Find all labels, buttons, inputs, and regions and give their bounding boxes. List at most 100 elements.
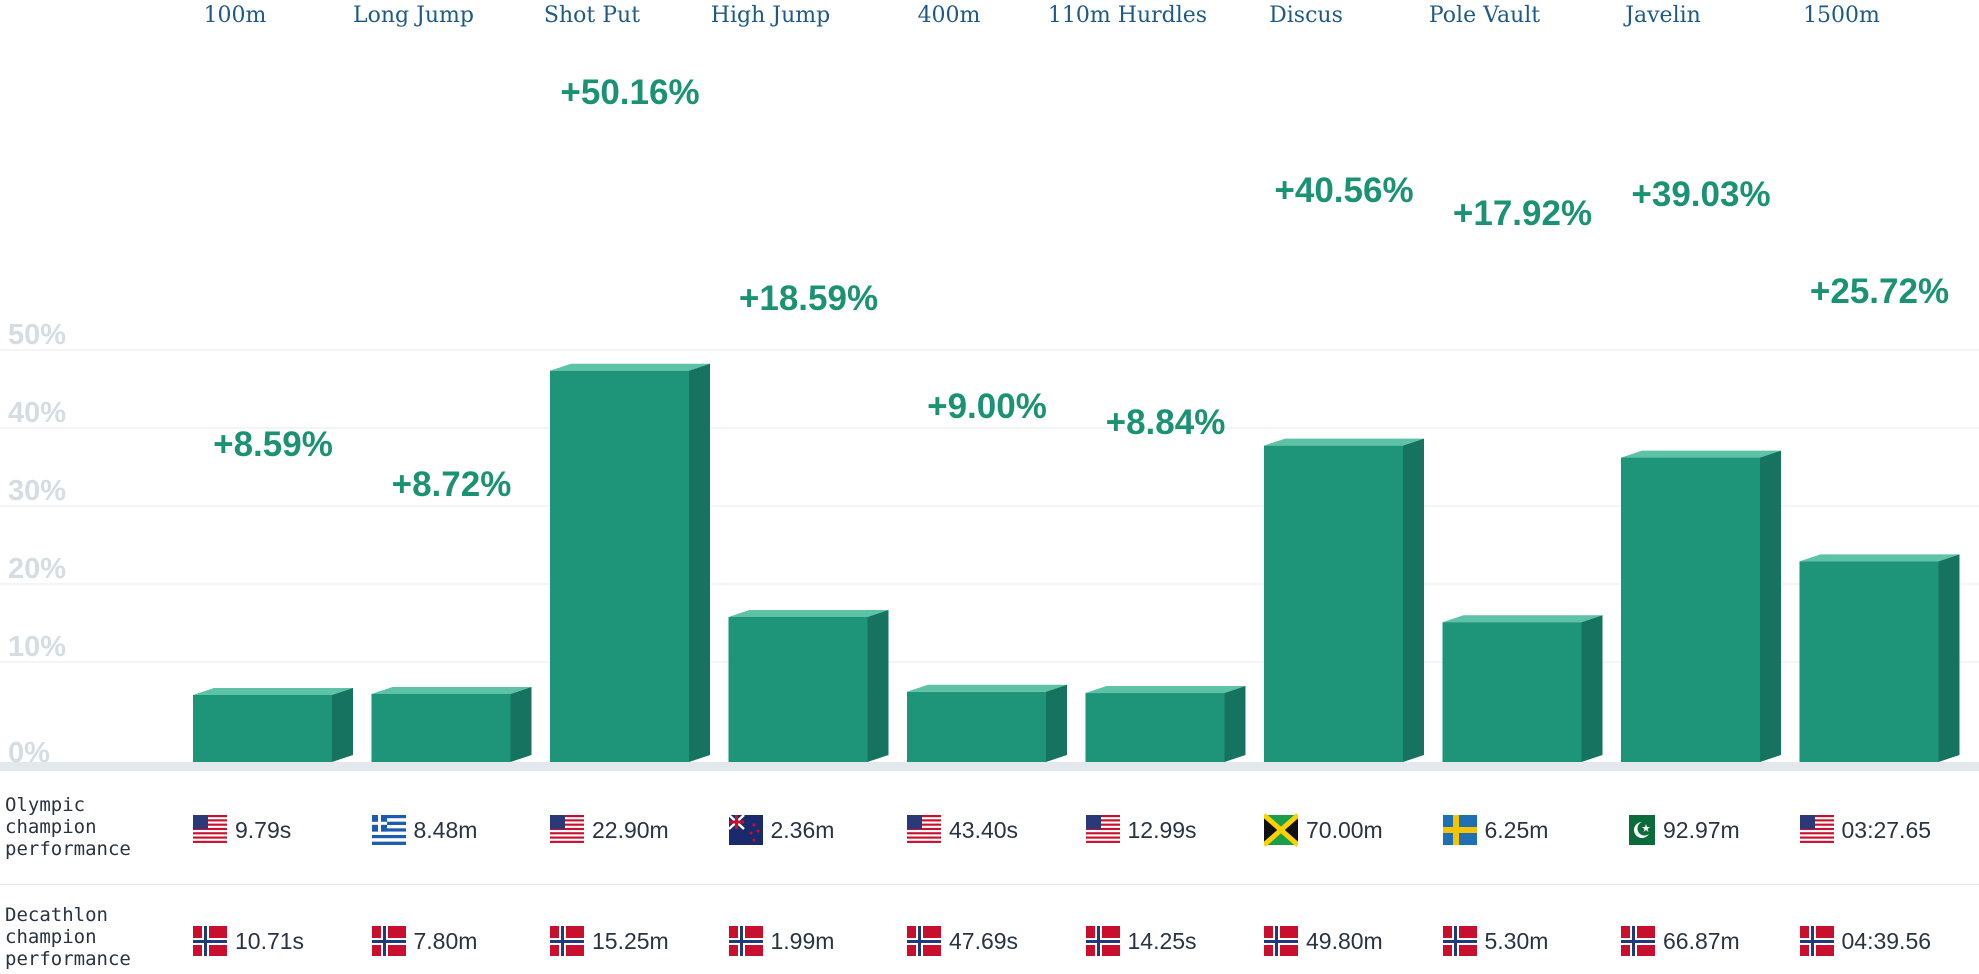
olympic-row-label: Olympic champion performance — [5, 794, 131, 860]
bar — [1264, 438, 1424, 762]
bar-side-face — [510, 686, 532, 762]
event-label: Discus — [1269, 3, 1343, 28]
bar-data-label: +8.84% — [1106, 403, 1226, 442]
bar — [1799, 554, 1960, 762]
norway-flag-icon — [193, 926, 227, 956]
decathlon-performance-cell: 5.30m — [1442, 923, 1549, 959]
bar — [728, 609, 889, 762]
bar-data-label: +18.59% — [739, 279, 878, 318]
event-label: 400m — [918, 3, 981, 28]
decathlon-performance-value: 47.69s — [949, 927, 1019, 954]
bar-front-face — [1264, 445, 1403, 762]
bar-front-face — [907, 691, 1046, 762]
bar-data-labels: +8.59% +8.72% +50.16% +18.59% +9.00% +8.84% +4… — [213, 73, 1949, 504]
bar-top-face — [728, 609, 889, 617]
decathlon-performance-cell: 10.71s — [193, 923, 304, 959]
bar-top-face — [907, 684, 1067, 692]
decathlon-performance-value: 1.99m — [770, 927, 835, 954]
olympic-performance-cell: 9.79s — [193, 812, 291, 848]
decathlon-performance-value: 5.30m — [1484, 927, 1549, 954]
bar-top-face — [1621, 450, 1781, 458]
decathlon-performance-cell: 7.80m — [371, 923, 478, 959]
bar-front-face — [728, 616, 868, 762]
bar-data-label: +40.56% — [1274, 171, 1413, 210]
usa-flag-icon — [550, 815, 584, 845]
new-zealand-flag-icon — [728, 814, 763, 845]
bar-top-face — [1442, 615, 1603, 623]
olympic-performance-cell: 92.97m — [1621, 812, 1740, 848]
bar — [550, 363, 710, 762]
event-label: Pole Vault — [1429, 3, 1540, 28]
olympic-performance-value: 8.48m — [413, 816, 478, 843]
y-tick-label: 20% — [8, 553, 66, 585]
decathlon-performance-value: 10.71s — [235, 927, 305, 954]
norway-flag-icon — [728, 926, 763, 956]
event-label: High Jump — [711, 3, 830, 28]
usa-flag-icon — [193, 815, 227, 845]
event-label: Long Jump — [353, 3, 474, 28]
greece-flag-icon — [371, 815, 406, 845]
bar-front-face — [371, 693, 511, 762]
decathlon-performance-value: 15.25m — [592, 927, 669, 954]
y-tick-label: 30% — [8, 475, 66, 507]
decathlon-performance-value: 7.80m — [413, 927, 478, 954]
y-tick-label: 50% — [8, 319, 66, 351]
norway-flag-icon — [1799, 926, 1834, 956]
norway-flag-icon — [550, 926, 584, 956]
olympic-performance-cell: 70.00m — [1264, 812, 1383, 848]
decathlon-performance-value: 66.87m — [1663, 927, 1740, 954]
bar — [907, 684, 1067, 762]
bar-side-face — [1760, 450, 1781, 762]
decathlon-vs-olympic-bar-chart: 0%10%20%30%40%50% +8.59%+8.72%+50.16%+18… — [0, 3, 1979, 771]
decathlon-performance-cell: 15.25m — [550, 923, 669, 959]
event-label: 1500m — [1803, 3, 1880, 28]
decathlon-performance-cell: 04:39.56 — [1799, 923, 1931, 959]
event-label: 100m — [204, 3, 267, 28]
decathlon-performance-cell: 1.99m — [728, 923, 835, 959]
bar — [193, 687, 353, 762]
bar-front-face — [193, 694, 332, 762]
decathlon-performance-cell: 47.69s — [907, 923, 1018, 959]
bar-side-face — [689, 363, 710, 762]
olympic-performance-cell: 2.36m — [728, 812, 834, 848]
pakistan-flag-icon — [1621, 815, 1655, 845]
bar — [371, 686, 532, 762]
bar-front-face — [1085, 693, 1225, 762]
bar-data-label: +8.72% — [392, 465, 512, 504]
olympic-performance-value: 9.79s — [235, 816, 292, 843]
bar-data-label: +9.00% — [927, 387, 1047, 426]
olympic-performance-cell: 8.48m — [371, 812, 478, 848]
event-label: Shot Put — [544, 3, 640, 28]
olympic-performance-value: 6.25m — [1484, 816, 1549, 843]
norway-flag-icon — [907, 926, 941, 956]
y-tick-label: 10% — [8, 631, 66, 663]
bar-data-label: +8.59% — [213, 425, 333, 464]
norway-flag-icon — [371, 926, 406, 956]
bar-side-face — [1224, 686, 1246, 762]
olympic-performance-value: 92.97m — [1663, 816, 1740, 843]
bar-front-face — [550, 370, 689, 762]
norway-flag-icon — [1442, 926, 1477, 956]
bar-data-label: +50.16% — [560, 73, 699, 112]
bar-top-face — [371, 686, 532, 694]
event-name-labels: 100m Long Jump Shot Put High Jump 400m 110m H… — [204, 3, 1880, 28]
bar-side-face — [332, 687, 353, 762]
bar-front-face — [1799, 561, 1939, 762]
olympic-performance-cell: 03:27.65 — [1799, 812, 1932, 848]
olympic-performance-value: 03:27.65 — [1841, 816, 1932, 843]
bar — [1085, 686, 1246, 762]
usa-flag-icon — [907, 815, 941, 845]
olympic-performance-cell: 12.99s — [1085, 812, 1197, 848]
decathlon-row-label: Decathlon champion performance — [5, 904, 131, 970]
bars — [193, 363, 1960, 762]
olympic-performance-value: 22.90m — [592, 816, 669, 843]
y-tick-label: 40% — [8, 397, 66, 429]
norway-flag-icon — [1264, 926, 1298, 956]
bar-side-face — [1046, 684, 1067, 762]
bar — [1442, 615, 1603, 762]
bar-data-label: +17.92% — [1453, 194, 1592, 233]
olympic-performance-cell: 22.90m — [550, 812, 669, 848]
bar-top-face — [1264, 438, 1424, 446]
decathlon-performance-cell: 66.87m — [1621, 923, 1740, 959]
jamaica-flag-icon — [1264, 813, 1298, 847]
